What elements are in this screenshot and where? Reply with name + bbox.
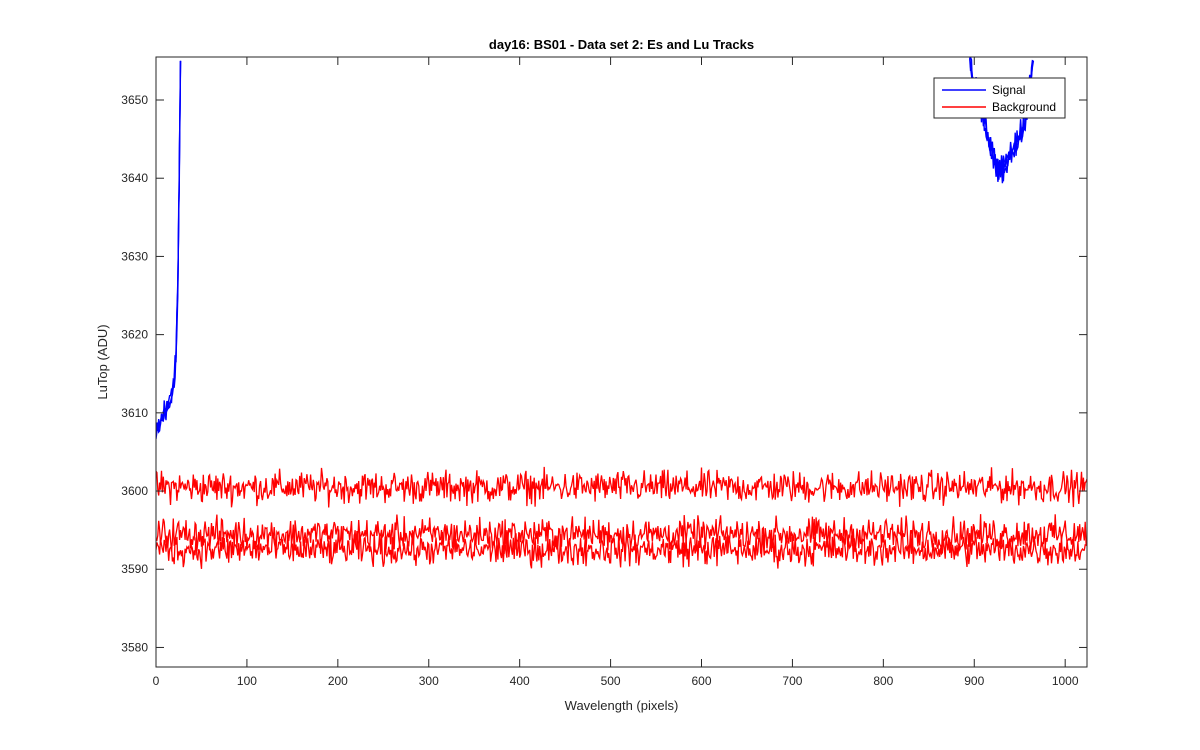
legend: Signal Background [933,77,1066,119]
y-tick-label: 3610 [121,406,148,420]
legend-label-signal: Signal [992,83,1025,97]
x-tick-label: 200 [328,674,348,688]
chart-title: day16: BS01 - Data set 2: Es and Lu Trac… [489,37,754,52]
y-tick-label: 3590 [121,562,148,576]
x-tick-label: 0 [153,674,160,688]
y-tick-label: 3600 [121,484,148,498]
x-tick-label: 500 [601,674,621,688]
legend-label-background: Background [992,100,1056,114]
x-tick-label: 700 [782,674,802,688]
y-tick-label: 3620 [121,328,148,342]
background-line-2 [156,514,1087,555]
y-tick-label: 3650 [121,93,148,107]
x-tick-label: 100 [237,674,257,688]
y-tick-label: 3640 [121,171,148,185]
signal-line-1-3 [156,60,182,439]
background-line-3 [156,529,1087,569]
x-tick-label: 600 [691,674,711,688]
x-tick-label: 800 [873,674,893,688]
plot-background [156,57,1087,667]
background-line-1 [156,466,1087,508]
y-tick-label: 3580 [121,640,148,654]
series-lines [156,57,1087,569]
x-tick-label: 1000 [1052,674,1079,688]
plot-area [156,57,1087,667]
x-tick-label: 400 [510,674,530,688]
y-tick-label: 3630 [121,249,148,263]
x-tick-label: 300 [419,674,439,688]
x-axis-label: Wavelength (pixels) [565,698,679,713]
axes-box [155,56,1088,668]
y-axis-label: LuTop (ADU) [95,324,110,399]
legend-box [933,77,1066,119]
x-tick-label: 900 [964,674,984,688]
